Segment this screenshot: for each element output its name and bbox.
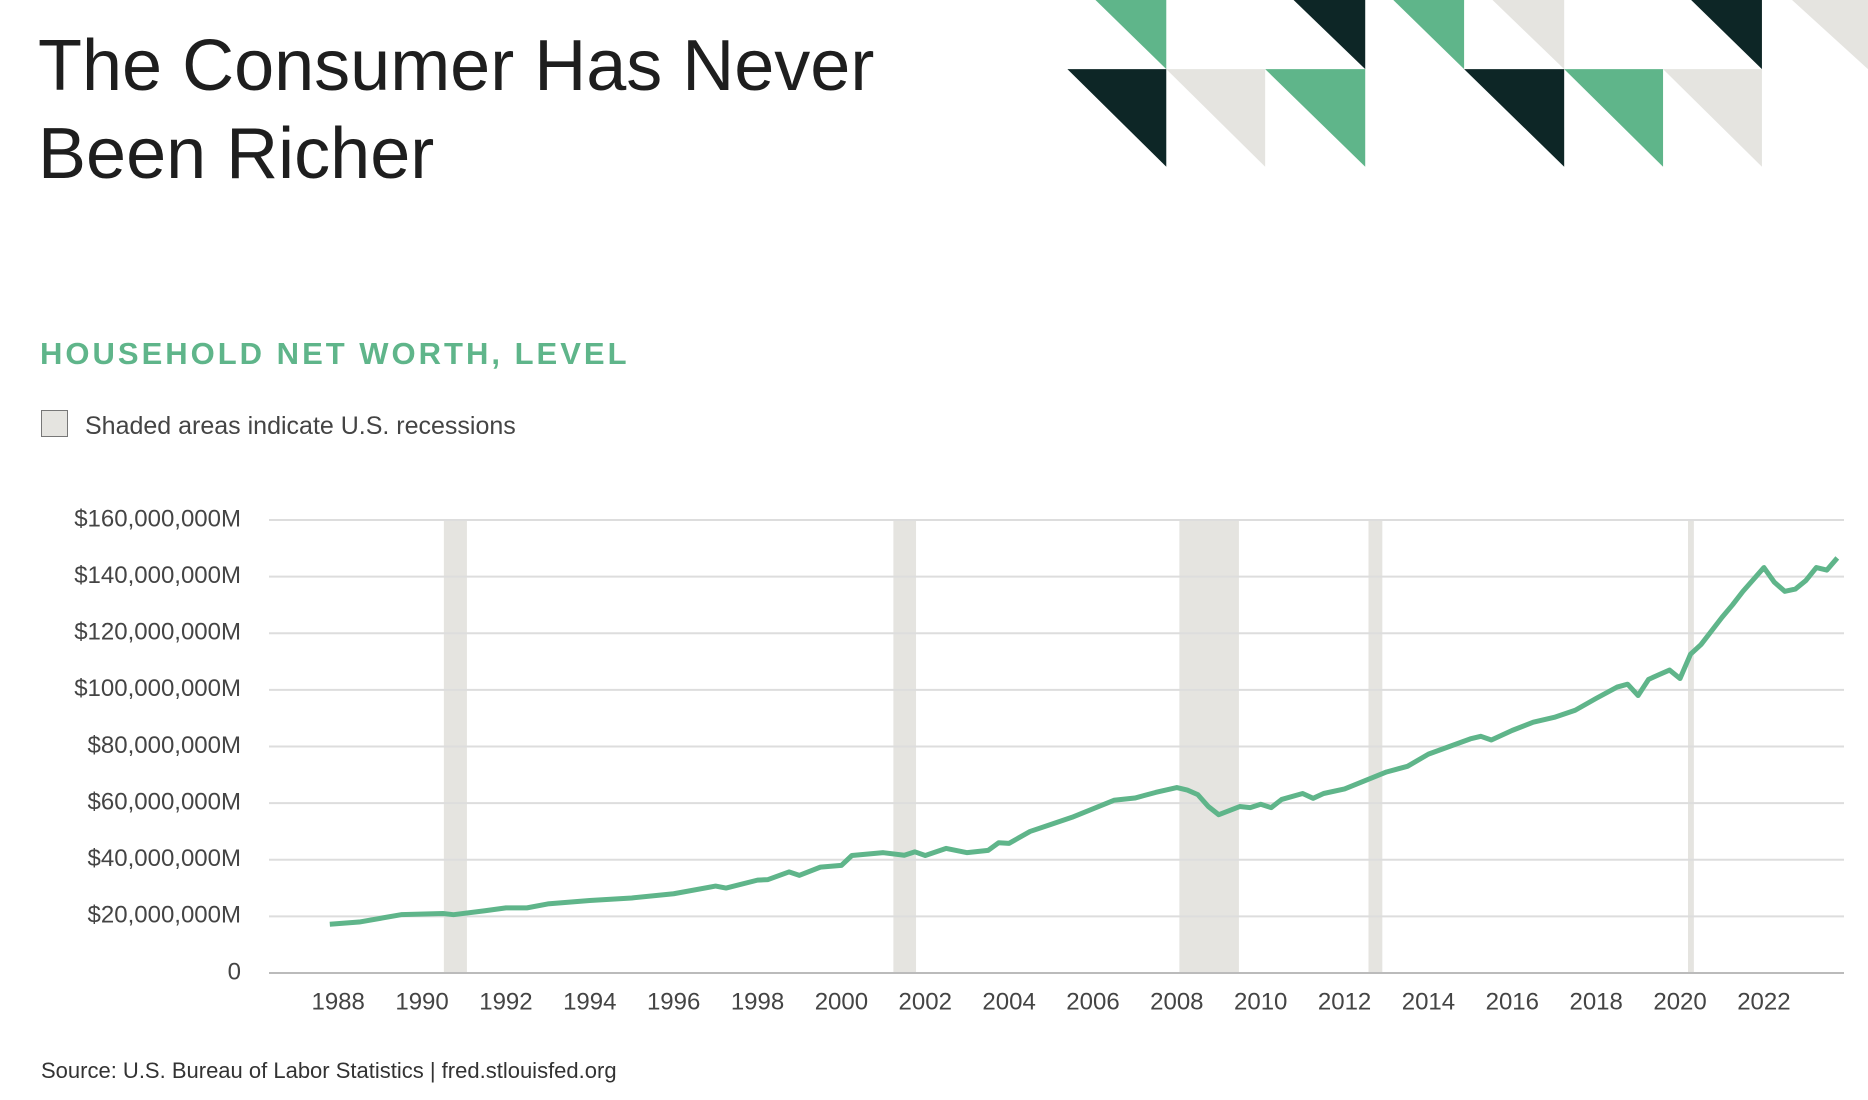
triangle-pattern [1067, 0, 1868, 167]
x-tick-label: 2018 [1569, 988, 1622, 1015]
x-tick-label: 2006 [1066, 988, 1119, 1015]
y-tick-label: $100,000,000M [74, 675, 241, 702]
x-tick-label: 2002 [899, 988, 952, 1015]
chart-subtitle: HOUSEHOLD NET WORTH, LEVEL [40, 336, 630, 371]
x-tick-label: 2012 [1318, 988, 1371, 1015]
x-tick-label: 1988 [311, 988, 364, 1015]
y-tick-label: $20,000,000M [88, 902, 241, 929]
x-tick-label: 2000 [815, 988, 868, 1015]
x-tick-label: 1992 [479, 988, 532, 1015]
y-tick-label: $120,000,000M [74, 619, 241, 646]
x-tick-label: 2020 [1653, 988, 1706, 1015]
x-tick-label: 2016 [1486, 988, 1539, 1015]
y-tick-label: $80,000,000M [88, 732, 241, 759]
x-tick-label: 1994 [563, 988, 616, 1015]
x-tick-label: 2004 [982, 988, 1035, 1015]
data-line [329, 556, 1840, 927]
x-tick-label: 1996 [647, 988, 700, 1015]
y-tick-label: 0 [228, 958, 241, 985]
y-tick-label: $40,000,000M [88, 845, 241, 872]
y-tick-label: $160,000,000M [74, 505, 241, 532]
y-tick-label: $60,000,000M [88, 788, 241, 815]
decoration [1067, 0, 1868, 167]
x-tick-label: 1990 [395, 988, 448, 1015]
x-tick-label: 2010 [1234, 988, 1287, 1015]
x-tick-label: 2014 [1402, 988, 1455, 1015]
chart-title: The Consumer Has Never Been Richer [38, 26, 875, 194]
x-tick-label: 2008 [1150, 988, 1203, 1015]
legend-swatch [41, 410, 68, 437]
source-note: Source: U.S. Bureau of Labor Statistics … [41, 1058, 617, 1083]
y-tick-label: $140,000,000M [74, 562, 241, 589]
x-tick-label: 2022 [1737, 988, 1790, 1015]
chart: 0 $20,000,000M $40,000,000M $60,000,000M $80… [74, 505, 1844, 1015]
legend-note: Shaded areas indicate U.S. recessions [85, 412, 516, 440]
x-tick-label: 1998 [731, 988, 784, 1015]
